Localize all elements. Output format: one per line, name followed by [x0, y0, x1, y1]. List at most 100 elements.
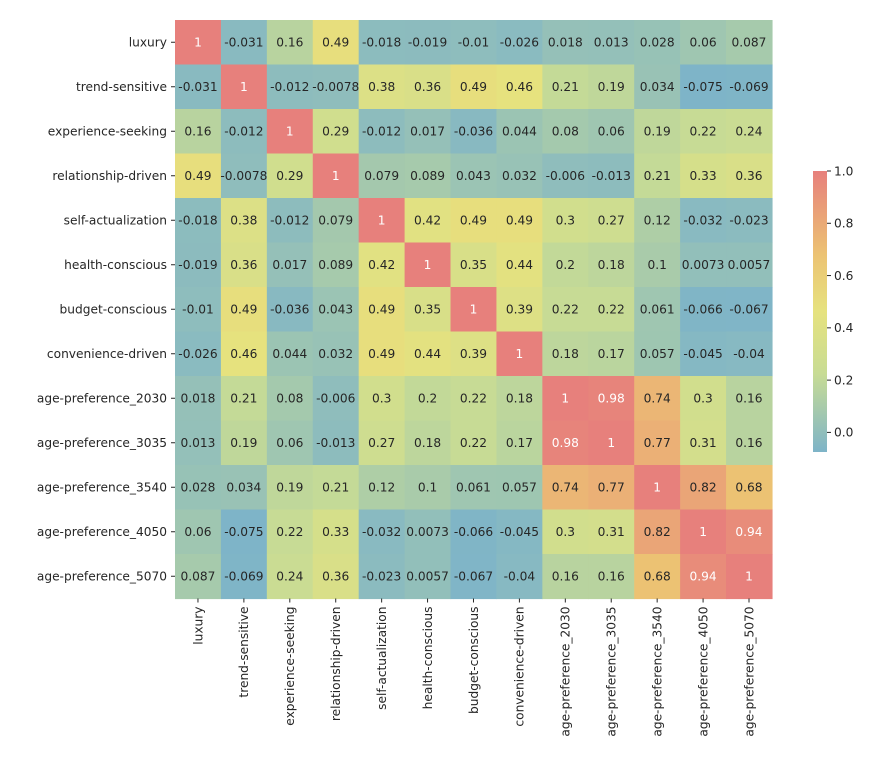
cell-value-label: -0.045 — [683, 347, 722, 361]
cell-value-label: 0.29 — [276, 169, 303, 183]
cell-value-label: 0.032 — [318, 347, 353, 361]
cell-value-label: 0.49 — [460, 214, 487, 228]
heatmap-cell — [220, 331, 268, 377]
heatmap-cell — [588, 465, 635, 511]
row-tick-label: health-conscious — [64, 258, 167, 272]
cell-value-label: 0.08 — [276, 392, 303, 406]
cell-value-label: 1 — [286, 125, 294, 139]
heatmap-cell — [496, 420, 543, 466]
heatmap-cell — [220, 465, 268, 511]
cell-value-label: 0.034 — [226, 481, 261, 495]
cell-value-label: -0.012 — [362, 125, 401, 139]
heatmap-cell — [358, 242, 406, 288]
cell-value-label: 0.017 — [272, 258, 307, 272]
heatmap-cell — [542, 242, 589, 288]
heatmap-cell — [588, 109, 635, 155]
cell-value-label: -0.01 — [182, 303, 214, 317]
cell-value-label: 0.68 — [644, 570, 671, 584]
heatmap-cell — [588, 420, 635, 466]
cell-value-label: 0.49 — [184, 169, 211, 183]
heatmap-cell — [726, 331, 773, 377]
cell-value-label: -0.013 — [316, 436, 355, 450]
cell-value-label: -0.019 — [178, 258, 217, 272]
cell-value-label: 0.0073 — [406, 525, 449, 539]
cell-value-label: 0.19 — [230, 436, 257, 450]
heatmap-cell — [175, 20, 222, 66]
heatmap-cell — [175, 509, 222, 555]
cell-value-label: 0.36 — [414, 80, 441, 94]
cell-value-label: 0.16 — [276, 36, 303, 50]
heatmap-cell — [266, 465, 314, 511]
heatmap-cell — [496, 376, 543, 422]
cell-value-label: 0.19 — [598, 80, 625, 94]
heatmap-cell — [496, 509, 543, 555]
heatmap-cell — [220, 376, 268, 422]
cell-value-label: -0.012 — [270, 214, 309, 228]
heatmap-cell — [266, 242, 314, 288]
heatmap-cell — [634, 287, 681, 333]
heatmap-cell — [726, 465, 773, 511]
cell-value-label: 0.079 — [318, 214, 353, 228]
heatmap-cell — [220, 198, 268, 244]
heatmap-cell — [588, 287, 635, 333]
cell-value-label: 0.057 — [502, 481, 537, 495]
heatmap-cell — [542, 287, 589, 333]
heatmap-cell — [588, 509, 635, 555]
heatmap-cell — [726, 153, 773, 199]
cell-value-label: 0.18 — [414, 436, 441, 450]
cell-value-label: -0.026 — [500, 36, 539, 50]
cell-value-label: 1 — [607, 436, 615, 450]
cell-value-label: 0.77 — [598, 481, 625, 495]
heatmap-cell — [496, 554, 543, 600]
cell-value-label: 0.82 — [690, 481, 717, 495]
heatmap-cell — [450, 554, 498, 600]
heatmap-cell — [266, 109, 314, 155]
heatmap-cell — [726, 509, 773, 555]
cell-value-label: 0.17 — [506, 436, 533, 450]
column-tick-label: age-preference_4050 — [696, 607, 710, 737]
heatmap-cell — [450, 198, 498, 244]
heatmap-cell — [634, 153, 681, 199]
heatmap-cell — [175, 554, 222, 600]
heatmap-cell — [404, 420, 452, 466]
column-tick-label: age-preference_2030 — [559, 607, 573, 737]
heatmap-cell — [542, 153, 589, 199]
cell-value-label: 0.38 — [230, 214, 257, 228]
heatmap-cell — [634, 331, 681, 377]
heatmap-cell — [542, 509, 589, 555]
column-axis: luxury trend-sensitive experience-seeking r… — [191, 598, 756, 737]
heatmap-cell — [404, 465, 452, 511]
heatmap-cell — [312, 376, 360, 422]
cell-value-label: 0.16 — [598, 570, 625, 584]
cell-value-label: -0.066 — [683, 303, 722, 317]
cell-value-label: 0.36 — [230, 258, 257, 272]
cell-value-label: 0.3 — [372, 392, 391, 406]
cell-value-label: 1 — [332, 169, 340, 183]
cell-value-label: 1 — [424, 258, 432, 272]
cell-value-label: 0.061 — [456, 481, 491, 495]
cell-value-label: 1 — [240, 80, 248, 94]
heatmap-cell — [680, 64, 727, 110]
heatmap-cell — [266, 287, 314, 333]
cell-value-label: 0.74 — [552, 481, 579, 495]
heatmap-cell — [358, 287, 406, 333]
cell-value-label: 0.42 — [414, 214, 441, 228]
heatmap-cell — [726, 20, 773, 66]
heatmap-cell — [266, 20, 314, 66]
heatmap-cell — [588, 331, 635, 377]
cell-value-label: 0.16 — [552, 570, 579, 584]
cell-value-label: -0.019 — [408, 36, 447, 50]
heatmap-cell — [358, 509, 406, 555]
row-axis: luxury trend-sensitive experience-seeking r… — [37, 36, 175, 584]
cell-value-label: 0.27 — [368, 436, 395, 450]
cell-value-label: 0.079 — [364, 169, 399, 183]
cell-value-label: 0.087 — [181, 570, 216, 584]
heatmap-cell — [175, 465, 222, 511]
heatmap-cell — [588, 554, 635, 600]
cell-value-label: -0.067 — [729, 303, 768, 317]
heatmap-cell — [542, 198, 589, 244]
row-tick-label: budget-conscious — [60, 303, 167, 317]
column-tick-label: experience-seeking — [283, 607, 297, 726]
heatmap-cell — [220, 20, 268, 66]
heatmap-cell — [496, 465, 543, 511]
